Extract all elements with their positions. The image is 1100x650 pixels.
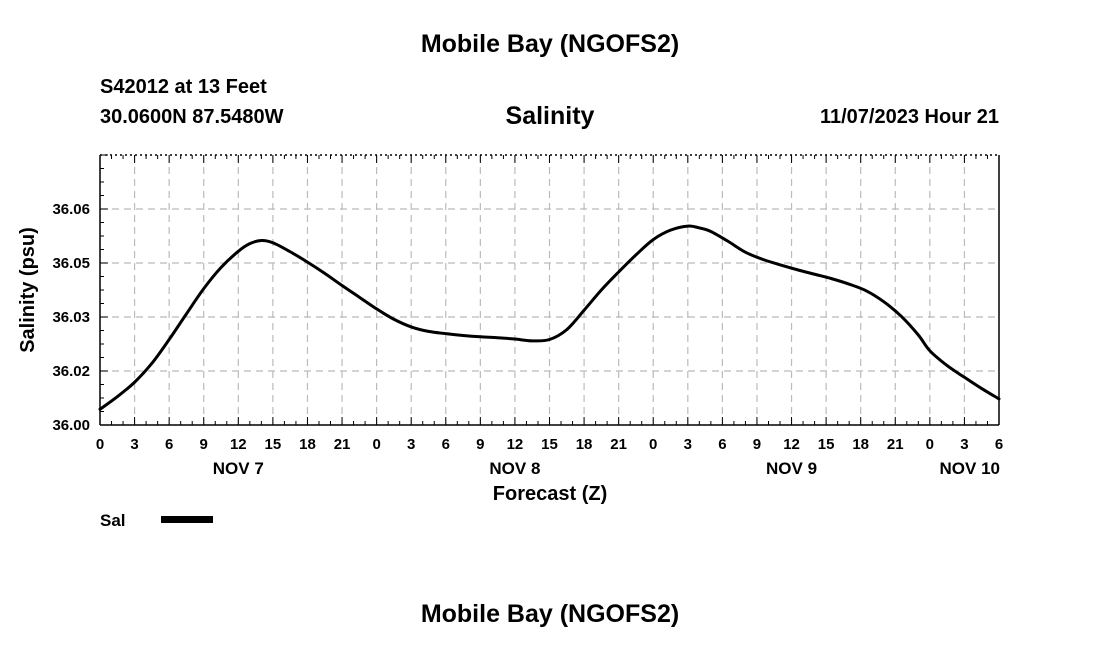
x-tick-label: 15 <box>265 436 282 453</box>
x-tick-label: 15 <box>541 436 558 453</box>
station-label: S42012 at 13 Feet <box>100 76 267 98</box>
x-tick-label: 12 <box>507 436 524 453</box>
y-tick-label: 36.06 <box>52 201 90 218</box>
x-tick-label: 21 <box>610 436 627 453</box>
x-day-label: NOV 9 <box>766 459 817 478</box>
chart-title: Salinity <box>506 102 595 130</box>
footer-title: Mobile Bay (NGOFS2) <box>420 600 680 628</box>
x-tick-label: 6 <box>995 436 1003 453</box>
y-axis-label: Salinity (psu) <box>17 227 39 353</box>
series-line-sal <box>98 224 1001 411</box>
x-tick-label: 18 <box>852 436 869 453</box>
y-tick-label: 36.05 <box>52 255 90 272</box>
x-tick-label: 3 <box>960 436 968 453</box>
forecast-date: 11/07/2023 Hour 21 <box>819 106 999 128</box>
x-tick-label: 21 <box>334 436 351 453</box>
y-tick-label: 36.00 <box>52 417 90 434</box>
x-day-label: NOV 8 <box>489 459 540 478</box>
x-tick-label: 6 <box>165 436 173 453</box>
x-tick-label: 6 <box>442 436 450 453</box>
x-tick-label: 12 <box>783 436 800 453</box>
x-tick-label: 0 <box>96 436 104 453</box>
x-tick-label: 15 <box>818 436 835 453</box>
x-tick-label: 6 <box>718 436 726 453</box>
x-tick-label: 12 <box>230 436 247 453</box>
y-tick-label: 36.02 <box>52 363 90 380</box>
x-tick-label: 9 <box>200 436 208 453</box>
x-tick-label: 9 <box>753 436 761 453</box>
x-tick-label: 3 <box>130 436 138 453</box>
page-title: Mobile Bay (NGOFS2) <box>420 30 680 58</box>
x-tick-label: 9 <box>476 436 484 453</box>
x-tick-label: 3 <box>684 436 692 453</box>
legend-label: Sal <box>100 511 126 530</box>
x-tick-label: 0 <box>926 436 934 453</box>
y-tick-label: 36.03 <box>52 309 90 326</box>
x-day-label: NOV 7 <box>213 459 264 478</box>
station-coordinates: 30.0600N 87.5480W <box>100 106 284 128</box>
x-tick-label: 0 <box>372 436 380 453</box>
x-tick-label: 0 <box>649 436 657 453</box>
x-tick-label: 3 <box>407 436 415 453</box>
x-axis-label: Forecast (Z) <box>493 483 607 505</box>
legend-swatch <box>161 516 213 523</box>
x-tick-label: 18 <box>299 436 316 453</box>
x-day-label: NOV 10 <box>940 459 1000 478</box>
x-tick-label: 21 <box>887 436 904 453</box>
x-tick-label: 18 <box>576 436 593 453</box>
